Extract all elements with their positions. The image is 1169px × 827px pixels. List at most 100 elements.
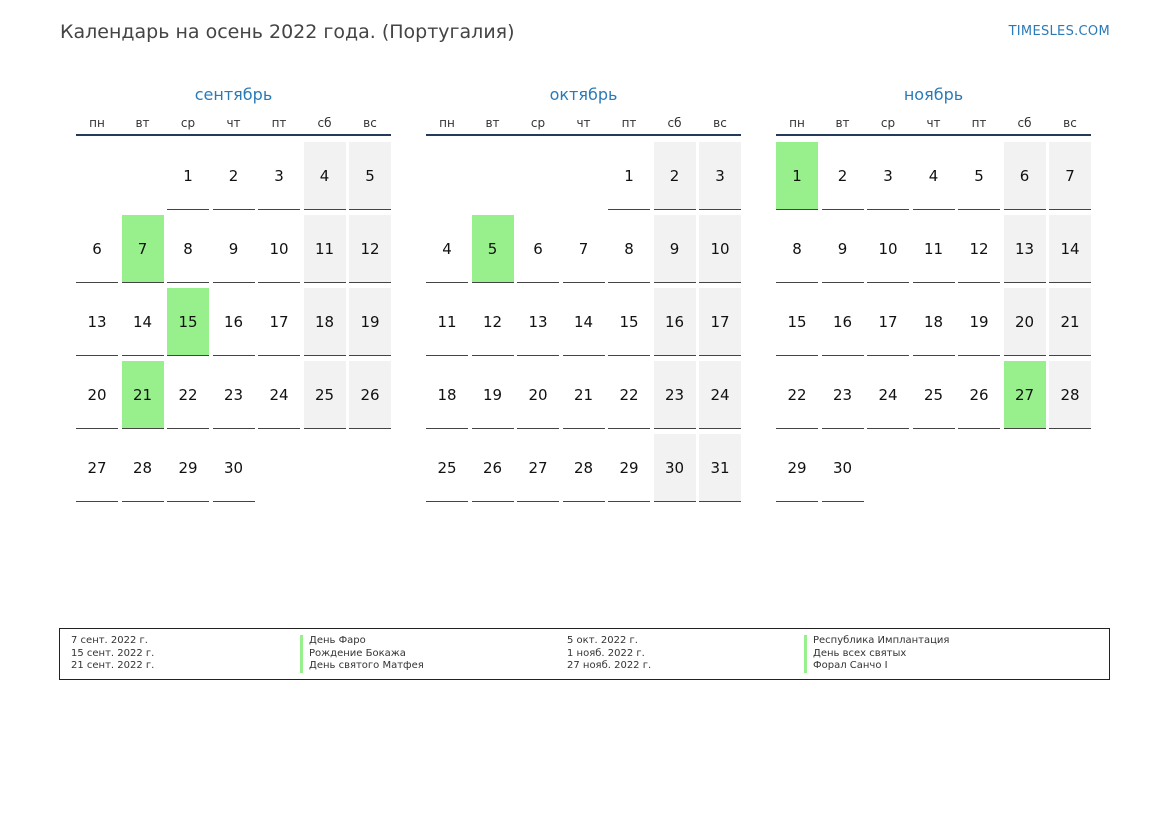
day-cell: 30 xyxy=(821,434,864,502)
legend-dates-left: 7 сент. 2022 г. 15 сент. 2022 г. 21 сент… xyxy=(71,635,154,673)
day-cell: 10 xyxy=(699,215,741,283)
day-cell: 19 xyxy=(958,288,1000,356)
legend-dates-right: 5 окт. 2022 г. 1 нояб. 2022 г. 27 нояб. … xyxy=(567,635,651,673)
day-cell: 20 xyxy=(1003,288,1046,356)
day-cell: 29 xyxy=(167,434,209,502)
day-cell: 20 xyxy=(76,361,118,429)
day-cell: 13 xyxy=(517,288,559,356)
day-cell: 4 xyxy=(303,142,346,210)
day-cell: 17 xyxy=(699,288,741,356)
legend-holiday-name: Республика Имплантация xyxy=(804,635,949,648)
day-cell: 23 xyxy=(653,361,696,429)
day-cell: 10 xyxy=(258,215,300,283)
day-cell: 3 xyxy=(867,142,909,210)
site-link[interactable]: TIMESLES.COM xyxy=(1008,24,1110,39)
day-cell: 14 xyxy=(1049,215,1091,283)
day-cell: 12 xyxy=(349,215,391,283)
weekday-label: сб xyxy=(1017,116,1032,130)
weekday-label: ср xyxy=(880,116,896,130)
day-cell: 12 xyxy=(958,215,1000,283)
day-cell: 9 xyxy=(653,215,696,283)
weekday-label: пн xyxy=(789,116,805,130)
day-cell: 8 xyxy=(608,215,650,283)
day-cell: 3 xyxy=(258,142,300,210)
weekday-label: сб xyxy=(667,116,682,130)
day-cell: 19 xyxy=(349,288,391,356)
day-cell: 15 xyxy=(776,288,818,356)
weekday-label: вс xyxy=(1063,116,1077,130)
day-cell: 6 xyxy=(1003,142,1046,210)
day-cell: 16 xyxy=(653,288,696,356)
holiday-day-cell: 21 xyxy=(121,361,164,429)
holiday-day-cell: 7 xyxy=(121,215,164,283)
weekday-label: вс xyxy=(363,116,377,130)
months-container: сентябрь пн вт ср чт пт сб вс 1 2 3 4 5 6 7 8 9 10 11 12 1… xyxy=(76,84,1091,576)
day-cell: 5 xyxy=(349,142,391,210)
day-cell: 28 xyxy=(562,434,605,502)
weekday-label: пн xyxy=(89,116,105,130)
day-cell: 9 xyxy=(212,215,255,283)
weekday-label: вс xyxy=(713,116,727,130)
day-cell: 16 xyxy=(821,288,864,356)
day-cell: 22 xyxy=(608,361,650,429)
weekday-header: пн вт ср чт пт сб вс xyxy=(426,116,741,136)
month-title: сентябрь xyxy=(194,85,273,104)
day-cell: 14 xyxy=(121,288,164,356)
weekday-label: чт xyxy=(226,116,241,130)
day-cell: 11 xyxy=(303,215,346,283)
weekday-header: пн вт ср чт пт сб вс xyxy=(76,116,391,136)
day-cell: 26 xyxy=(349,361,391,429)
day-cell: 16 xyxy=(212,288,255,356)
day-grid: 1 2 3 4 5 6 7 8 9 10 11 12 13 14 15 16 17 18 19 20 21 22 23 24 2… xyxy=(76,136,391,576)
day-cell: 19 xyxy=(471,361,514,429)
day-cell: 25 xyxy=(912,361,955,429)
legend-holiday-name: Рождение Бокажа xyxy=(300,647,424,660)
legend-holiday-name: День всех святых xyxy=(804,647,949,660)
legend-date: 5 окт. 2022 г. xyxy=(567,635,638,646)
day-cell: 31 xyxy=(699,434,741,502)
day-cell: 27 xyxy=(76,434,118,502)
day-cell: 10 xyxy=(867,215,909,283)
day-cell: 18 xyxy=(426,361,468,429)
month-october: октябрь пн вт ср чт пт сб вс 1 2 3 4 5 6 7 8 9 10 11 12 13… xyxy=(426,84,741,576)
weekday-label: вт xyxy=(835,116,850,130)
day-cell: 9 xyxy=(821,215,864,283)
day-cell: 24 xyxy=(699,361,741,429)
day-cell: 24 xyxy=(258,361,300,429)
day-cell: 26 xyxy=(471,434,514,502)
day-cell: 23 xyxy=(212,361,255,429)
day-cell: 28 xyxy=(1049,361,1091,429)
day-cell: 1 xyxy=(608,142,650,210)
legend-date: 27 нояб. 2022 г. xyxy=(567,660,652,671)
day-cell: 29 xyxy=(608,434,650,502)
weekday-label: вт xyxy=(485,116,500,130)
legend-date: 21 сент. 2022 г. xyxy=(71,660,155,671)
day-cell: 11 xyxy=(912,215,955,283)
day-cell: 3 xyxy=(699,142,741,210)
day-cell: 23 xyxy=(821,361,864,429)
page-title: Календарь на осень 2022 года. (Португали… xyxy=(60,21,515,43)
day-cell: 11 xyxy=(426,288,468,356)
holiday-day-cell: 5 xyxy=(471,215,514,283)
day-cell: 15 xyxy=(608,288,650,356)
weekday-label: ср xyxy=(180,116,196,130)
day-cell: 8 xyxy=(776,215,818,283)
day-cell: 18 xyxy=(912,288,955,356)
day-cell: 18 xyxy=(303,288,346,356)
day-cell: 6 xyxy=(76,215,118,283)
day-cell: 29 xyxy=(776,434,818,502)
day-cell: 25 xyxy=(303,361,346,429)
day-cell: 4 xyxy=(426,215,468,283)
day-cell: 13 xyxy=(1003,215,1046,283)
day-cell: 22 xyxy=(167,361,209,429)
day-cell: 12 xyxy=(471,288,514,356)
weekday-label: пн xyxy=(439,116,455,130)
day-grid: 1 2 3 4 5 6 7 8 9 10 11 12 13 14 15 16 17 18 19 20 21 22 23 24 2… xyxy=(426,136,741,576)
legend-date: 1 нояб. 2022 г. xyxy=(567,647,645,659)
day-cell: 13 xyxy=(76,288,118,356)
weekday-label: ср xyxy=(530,116,546,130)
weekday-label: пт xyxy=(271,116,287,130)
day-cell: 24 xyxy=(867,361,909,429)
legend-holiday-name: День святого Матфея xyxy=(300,660,424,673)
day-cell: 30 xyxy=(653,434,696,502)
